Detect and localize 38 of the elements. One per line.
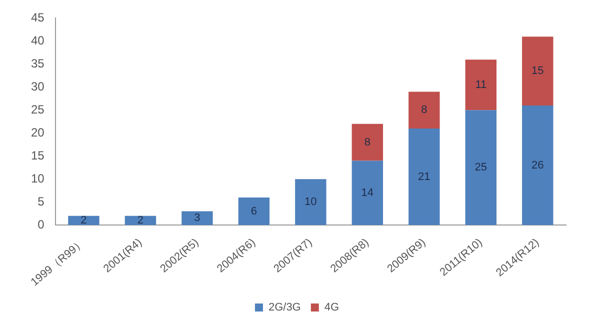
bar [182, 211, 213, 226]
data-label: 8 [421, 104, 428, 116]
bar [465, 110, 496, 226]
bar [124, 216, 156, 226]
y-tick-label: 0 [38, 217, 45, 232]
data-label: 15 [532, 65, 544, 78]
bar [522, 106, 554, 226]
data-label: 26 [532, 159, 544, 172]
y-tick-label: 5 [38, 194, 45, 208]
y-tick-label: 20 [30, 125, 45, 140]
data-label: 14 [361, 186, 374, 199]
legend-label: 2G/3G [268, 302, 301, 314]
bar [352, 160, 384, 226]
y-tick-label: 25 [30, 102, 45, 116]
data-label: 8 [364, 136, 370, 148]
legend-label: 4G [324, 302, 340, 314]
data-label: 6 [250, 205, 257, 218]
data-label: 21 [418, 170, 430, 183]
data-label: 2 [137, 214, 144, 226]
y-tick-label: 15 [30, 148, 45, 162]
data-label: 3 [194, 212, 200, 224]
bar [522, 36, 554, 106]
bar [238, 197, 270, 226]
y-tick-label: 45 [30, 10, 45, 25]
y-tick-label: 10 [30, 171, 45, 186]
bar [408, 128, 440, 226]
data-label: 11 [475, 78, 487, 91]
y-tick-label: 40 [30, 33, 45, 48]
y-tick-label: 35 [30, 56, 45, 70]
bar [295, 179, 326, 226]
bar [465, 60, 496, 110]
bar [408, 92, 440, 129]
data-label: 2 [80, 214, 87, 226]
bar [68, 216, 100, 226]
bar [352, 124, 384, 161]
y-tick-label: 30 [30, 79, 45, 94]
data-label: 25 [474, 162, 488, 174]
data-label: 10 [304, 196, 317, 208]
